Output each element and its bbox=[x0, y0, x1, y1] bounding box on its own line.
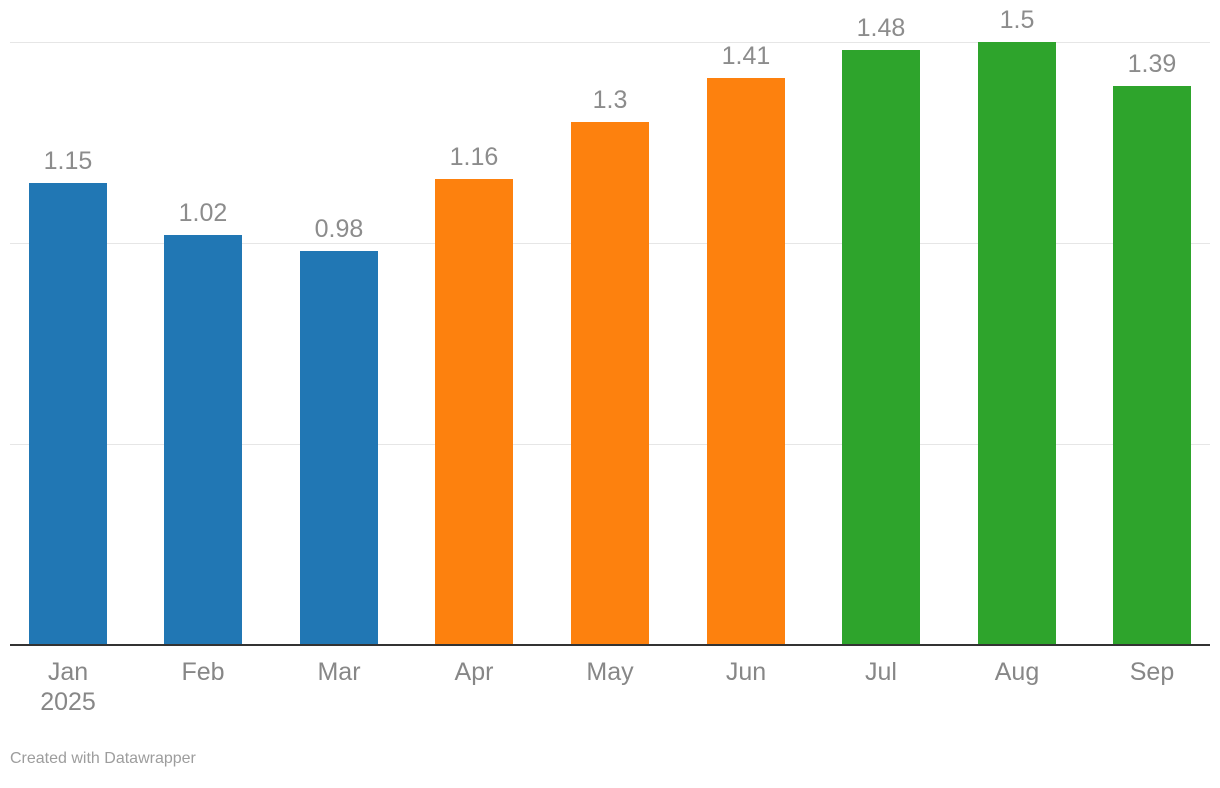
value-label: 0.98 bbox=[314, 215, 364, 243]
x-tick-month: Jul bbox=[865, 658, 897, 686]
bar-sep bbox=[1113, 86, 1191, 644]
x-tick-label: May bbox=[540, 657, 680, 687]
x-tick-label: Jun bbox=[676, 657, 816, 687]
x-tick-month: Jan bbox=[47, 658, 89, 686]
x-tick-label: Aug bbox=[947, 657, 1087, 687]
value-label: 1.41 bbox=[721, 42, 771, 70]
bar-jan bbox=[29, 183, 107, 644]
x-tick-label: Apr bbox=[404, 657, 544, 687]
x-axis-line bbox=[10, 644, 1210, 646]
bar-jun bbox=[707, 78, 785, 644]
value-label: 1.3 bbox=[592, 86, 628, 114]
x-tick-year: 2025 bbox=[40, 688, 96, 716]
x-tick-month: May bbox=[586, 658, 634, 686]
x-tick-month: Aug bbox=[994, 658, 1040, 686]
x-tick-month: Mar bbox=[317, 658, 361, 686]
datawrapper-credit-link[interactable]: Created with Datawrapper bbox=[10, 750, 196, 767]
x-tick-label: Jul bbox=[811, 657, 951, 687]
x-tick-label: Feb bbox=[133, 657, 273, 687]
value-label: 1.15 bbox=[43, 147, 93, 175]
bar-apr bbox=[435, 179, 513, 644]
value-label: 1.02 bbox=[178, 199, 228, 227]
bar-mar bbox=[300, 251, 378, 644]
bar-aug bbox=[978, 42, 1056, 644]
bar-feb bbox=[164, 235, 242, 644]
x-tick-label: Mar bbox=[269, 657, 409, 687]
bar-may bbox=[571, 122, 649, 644]
value-label: 1.48 bbox=[856, 14, 906, 42]
gridline bbox=[10, 42, 1210, 43]
x-tick-month: Sep bbox=[1129, 658, 1175, 686]
x-tick-label: Jan 2025 bbox=[0, 657, 138, 717]
value-label: 1.39 bbox=[1127, 50, 1177, 78]
value-label: 1.5 bbox=[999, 6, 1035, 34]
value-label: 1.16 bbox=[449, 143, 499, 171]
bar-jul bbox=[842, 50, 920, 644]
x-tick-label: Sep bbox=[1082, 657, 1220, 687]
x-tick-month: Feb bbox=[181, 658, 225, 686]
x-tick-month: Apr bbox=[454, 658, 494, 686]
x-tick-month: Jun bbox=[725, 658, 767, 686]
